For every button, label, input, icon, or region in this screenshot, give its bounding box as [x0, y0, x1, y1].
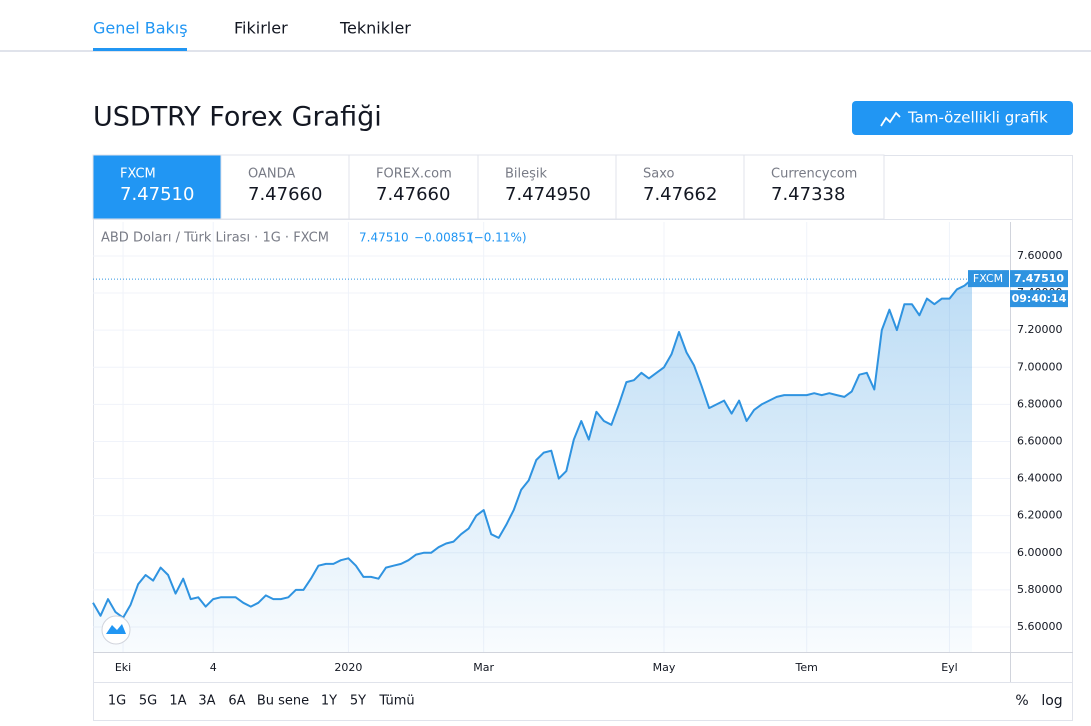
- last-price: 7.47510: [1014, 272, 1064, 285]
- source-name[interactable]: FXCM: [120, 167, 156, 182]
- logo-mark: [106, 624, 126, 634]
- y-tick-label: 6.80000: [1017, 397, 1063, 410]
- active-tab-underline: [93, 48, 187, 51]
- source-tab[interactable]: [743, 154, 885, 220]
- price-line: [92, 278, 973, 619]
- y-tick-label: 7.60000: [1017, 249, 1063, 262]
- source-name[interactable]: Saxo: [643, 167, 675, 182]
- last-source-box: [968, 270, 1009, 288]
- button-icon: [880, 111, 901, 127]
- x-tick-label: Mar: [473, 661, 494, 674]
- last-time-box: [1010, 290, 1068, 308]
- nav-tab[interactable]: Teknikler: [339, 19, 411, 38]
- range-button[interactable]: 1A: [169, 694, 186, 709]
- source-tab[interactable]: [92, 154, 222, 220]
- y-tick-label: 6.00000: [1017, 546, 1063, 559]
- nav-tab[interactable]: Fikirler: [234, 19, 288, 38]
- quote-change: −0.00851: [414, 231, 474, 245]
- x-tick-label: Eyl: [941, 661, 958, 674]
- source-name[interactable]: FOREX.com: [376, 167, 452, 182]
- page-title: USDTRY Forex Grafiği: [93, 102, 382, 133]
- scale-option[interactable]: log: [1041, 693, 1062, 709]
- x-tick-label: Eki: [115, 661, 131, 674]
- source-tab[interactable]: [348, 154, 479, 220]
- x-tick-label: 2020: [334, 661, 362, 674]
- source-price: 7.47338: [771, 184, 845, 205]
- y-tick-label: 7.20000: [1017, 323, 1063, 336]
- quote-price: 7.47510: [359, 231, 409, 245]
- range-button[interactable]: Bu sene: [257, 694, 309, 709]
- range-button[interactable]: Tümü: [378, 694, 414, 709]
- y-tick-label: 5.60000: [1017, 620, 1063, 633]
- y-tick-label: 6.40000: [1017, 472, 1063, 485]
- x-tick-label: Tem: [795, 661, 818, 674]
- quote-change-pct: (−0.11%): [469, 231, 527, 245]
- nav-tab[interactable]: Genel Bakış: [93, 19, 188, 38]
- source-tab[interactable]: [220, 154, 350, 220]
- x-tick-label: 4: [210, 661, 217, 674]
- source-name[interactable]: Currencycom: [771, 167, 857, 182]
- range-button[interactable]: 6A: [228, 694, 245, 709]
- source-name[interactable]: Bileşik: [505, 167, 548, 182]
- range-button[interactable]: 3A: [198, 694, 215, 709]
- range-button[interactable]: 5Y: [350, 694, 366, 709]
- x-tick-label: May: [653, 661, 676, 674]
- source-price: 7.47660: [376, 184, 450, 205]
- chart-legend: ABD Doları / Türk Lirası · 1G · FXCM: [101, 231, 329, 246]
- y-tick-label: 6.20000: [1017, 509, 1063, 522]
- full-chart-button[interactable]: [852, 101, 1073, 135]
- area: [93, 279, 972, 652]
- button-label[interactable]: Tam-özellikli grafik: [907, 109, 1048, 127]
- source-price: 7.474950: [505, 184, 591, 205]
- source-name[interactable]: OANDA: [248, 167, 295, 182]
- plot: [92, 222, 1010, 652]
- source-price: 7.47510: [120, 184, 194, 205]
- range-button[interactable]: 5G: [139, 694, 157, 709]
- range-button[interactable]: 1G: [108, 694, 126, 709]
- source-price: 7.47660: [248, 184, 322, 205]
- y-tick-label: 6.60000: [1017, 434, 1063, 447]
- last-price-box: [1010, 270, 1068, 288]
- last-time: 09:40:14: [1012, 292, 1067, 305]
- scale-option[interactable]: %: [1015, 693, 1028, 709]
- y-tick-label: 5.80000: [1017, 583, 1063, 596]
- y-tick-label: 7.00000: [1017, 360, 1063, 373]
- source-price: 7.47662: [643, 184, 717, 205]
- range-button[interactable]: 1Y: [321, 694, 337, 709]
- last-source: FXCM: [973, 272, 1003, 285]
